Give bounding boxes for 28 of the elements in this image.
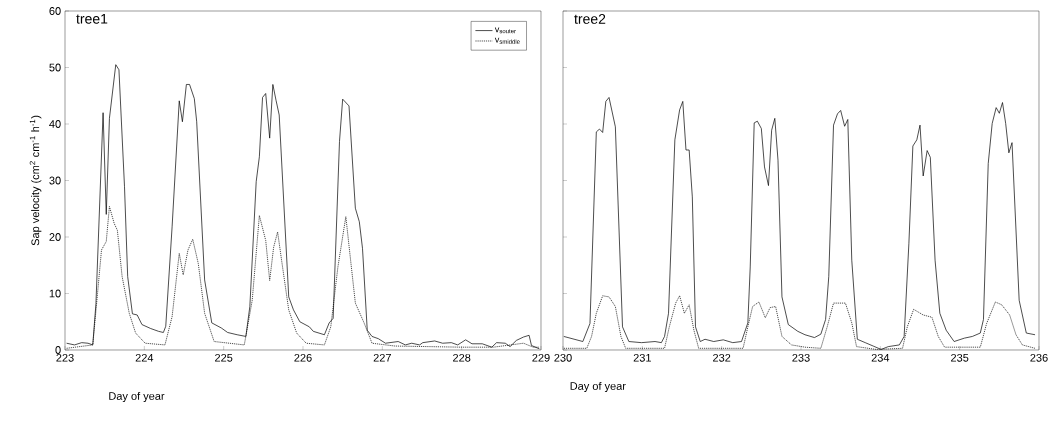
x-tick-label: 228 [453, 353, 471, 362]
x-tick-label: 236 [1030, 353, 1048, 362]
x-axis-title: Day of year [570, 381, 626, 393]
x-tick-label: 232 [713, 353, 731, 362]
x-tick-label: 233 [792, 353, 810, 362]
y-tick-label: 60 [49, 7, 61, 15]
y-tick-label: 50 [49, 63, 61, 72]
y-tick-label: 30 [49, 176, 61, 185]
x-tick-label: 234 [871, 353, 890, 362]
x-tick-label: 229 [532, 353, 550, 362]
x-tick-label: 224 [135, 353, 154, 362]
x-tick-label: 225 [215, 353, 233, 362]
legend-label: v$_{souter}$ [494, 27, 516, 34]
chart-title: tree2 [574, 13, 606, 24]
legend-label: v$_{smiddle}$ [494, 37, 520, 44]
x-tick-label: 227 [373, 353, 391, 362]
chart-title: tree1 [76, 13, 108, 24]
y-tick-label: 20 [49, 233, 61, 241]
y-tick-label: 0 [55, 346, 61, 354]
x-tick-label: 226 [294, 353, 312, 362]
y-axis-title: Sap velocity (cm$^{2}$ cm$^{-1}$ h$^{-1}$) [29, 115, 42, 246]
y-tick-label: 10 [49, 289, 61, 298]
y-tick-label: 40 [49, 120, 61, 128]
x-axis-title: Day of year [109, 391, 165, 403]
x-tick-label: 230 [554, 353, 572, 362]
x-tick-label: 235 [951, 353, 969, 362]
x-tick-label: 231 [633, 353, 651, 362]
x-tick-label: 223 [56, 353, 74, 362]
